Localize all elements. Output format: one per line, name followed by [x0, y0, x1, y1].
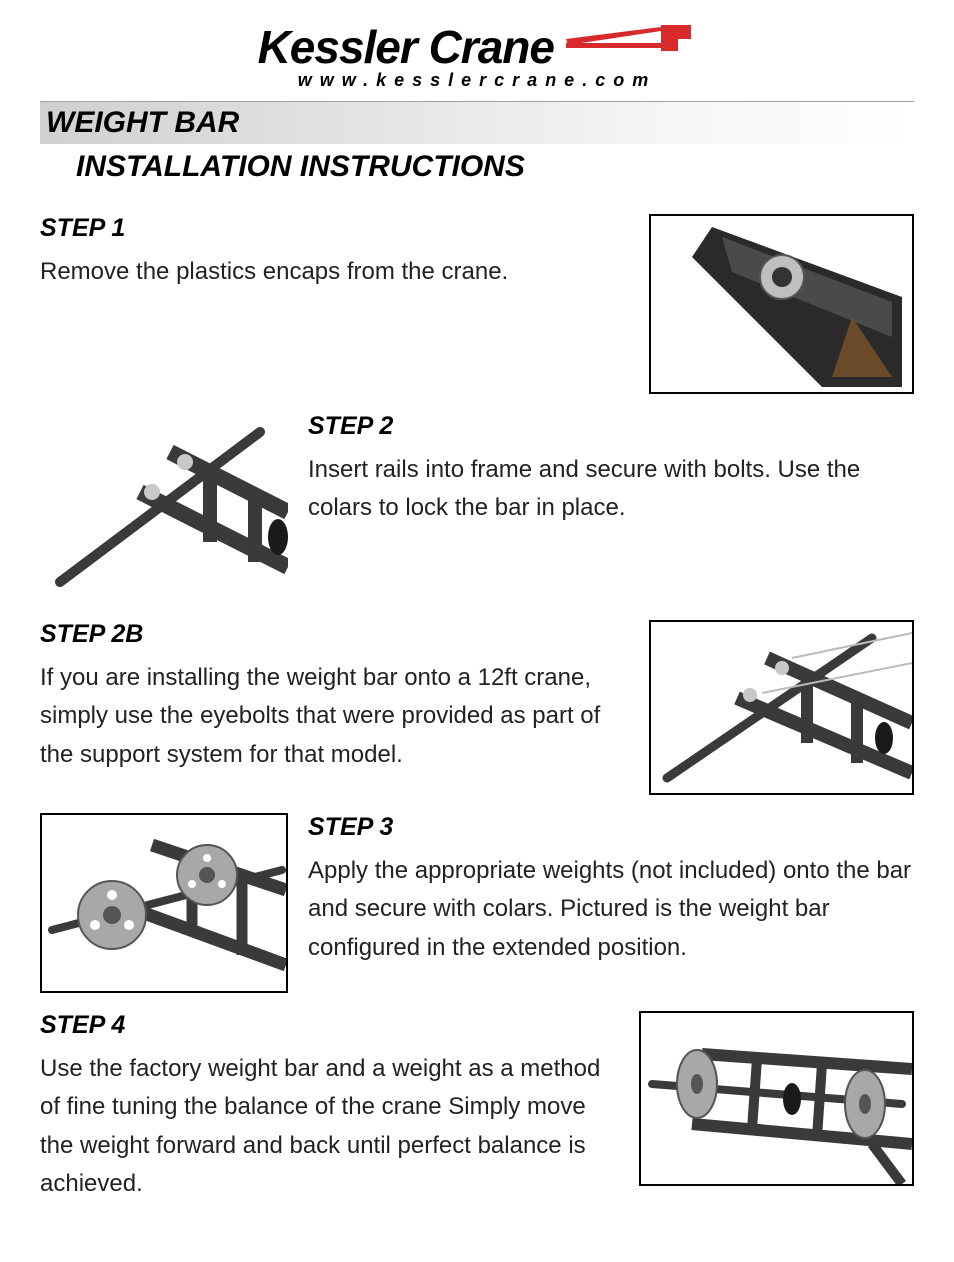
step-2b-text: If you are installing the weight bar ont…: [40, 659, 629, 774]
step-1-block: STEP 1 Remove the plastics encaps from t…: [40, 214, 914, 394]
document-page: Kessler Crane www.kesslercrane.com WEIGH…: [0, 0, 954, 1262]
brand-mark-icon: [566, 25, 696, 70]
title-line2: INSTALLATION INSTRUCTIONS: [40, 150, 914, 184]
step-4-label: STEP 4: [40, 1011, 619, 1040]
step-2-label: STEP 2: [308, 412, 914, 441]
step-2b-image: [649, 620, 914, 795]
step-2b-label: STEP 2B: [40, 620, 629, 649]
step-4-block: STEP 4 Use the factory weight bar and a …: [40, 1011, 914, 1204]
step-2-image: [40, 412, 288, 602]
step-1-image: [649, 214, 914, 394]
step-2-block: STEP 2 Insert rails into frame and secur…: [40, 412, 914, 602]
step-4-text: Use the factory weight bar and a weight …: [40, 1050, 619, 1204]
step-1-text: Remove the plastics encaps from the cran…: [40, 253, 629, 291]
step-2b-block: STEP 2B If you are installing the weight…: [40, 620, 914, 795]
logo-row: Kessler Crane: [40, 20, 914, 74]
step-3-label: STEP 3: [308, 813, 914, 842]
brand-name: Kessler Crane: [258, 20, 554, 74]
title-line1: WEIGHT BAR: [40, 106, 914, 140]
step-3-block: STEP 3 Apply the appropriate weights (no…: [40, 813, 914, 993]
step-2-text: Insert rails into frame and secure with …: [308, 451, 914, 528]
step-4-image: [639, 1011, 914, 1186]
title-gradient-bar: WEIGHT BAR: [40, 101, 914, 144]
step-1-label: STEP 1: [40, 214, 629, 243]
step-3-image: [40, 813, 288, 993]
logo-block: Kessler Crane www.kesslercrane.com: [40, 20, 914, 91]
step-3-text: Apply the appropriate weights (not inclu…: [308, 852, 914, 967]
brand-url: www.kesslercrane.com: [40, 70, 914, 91]
